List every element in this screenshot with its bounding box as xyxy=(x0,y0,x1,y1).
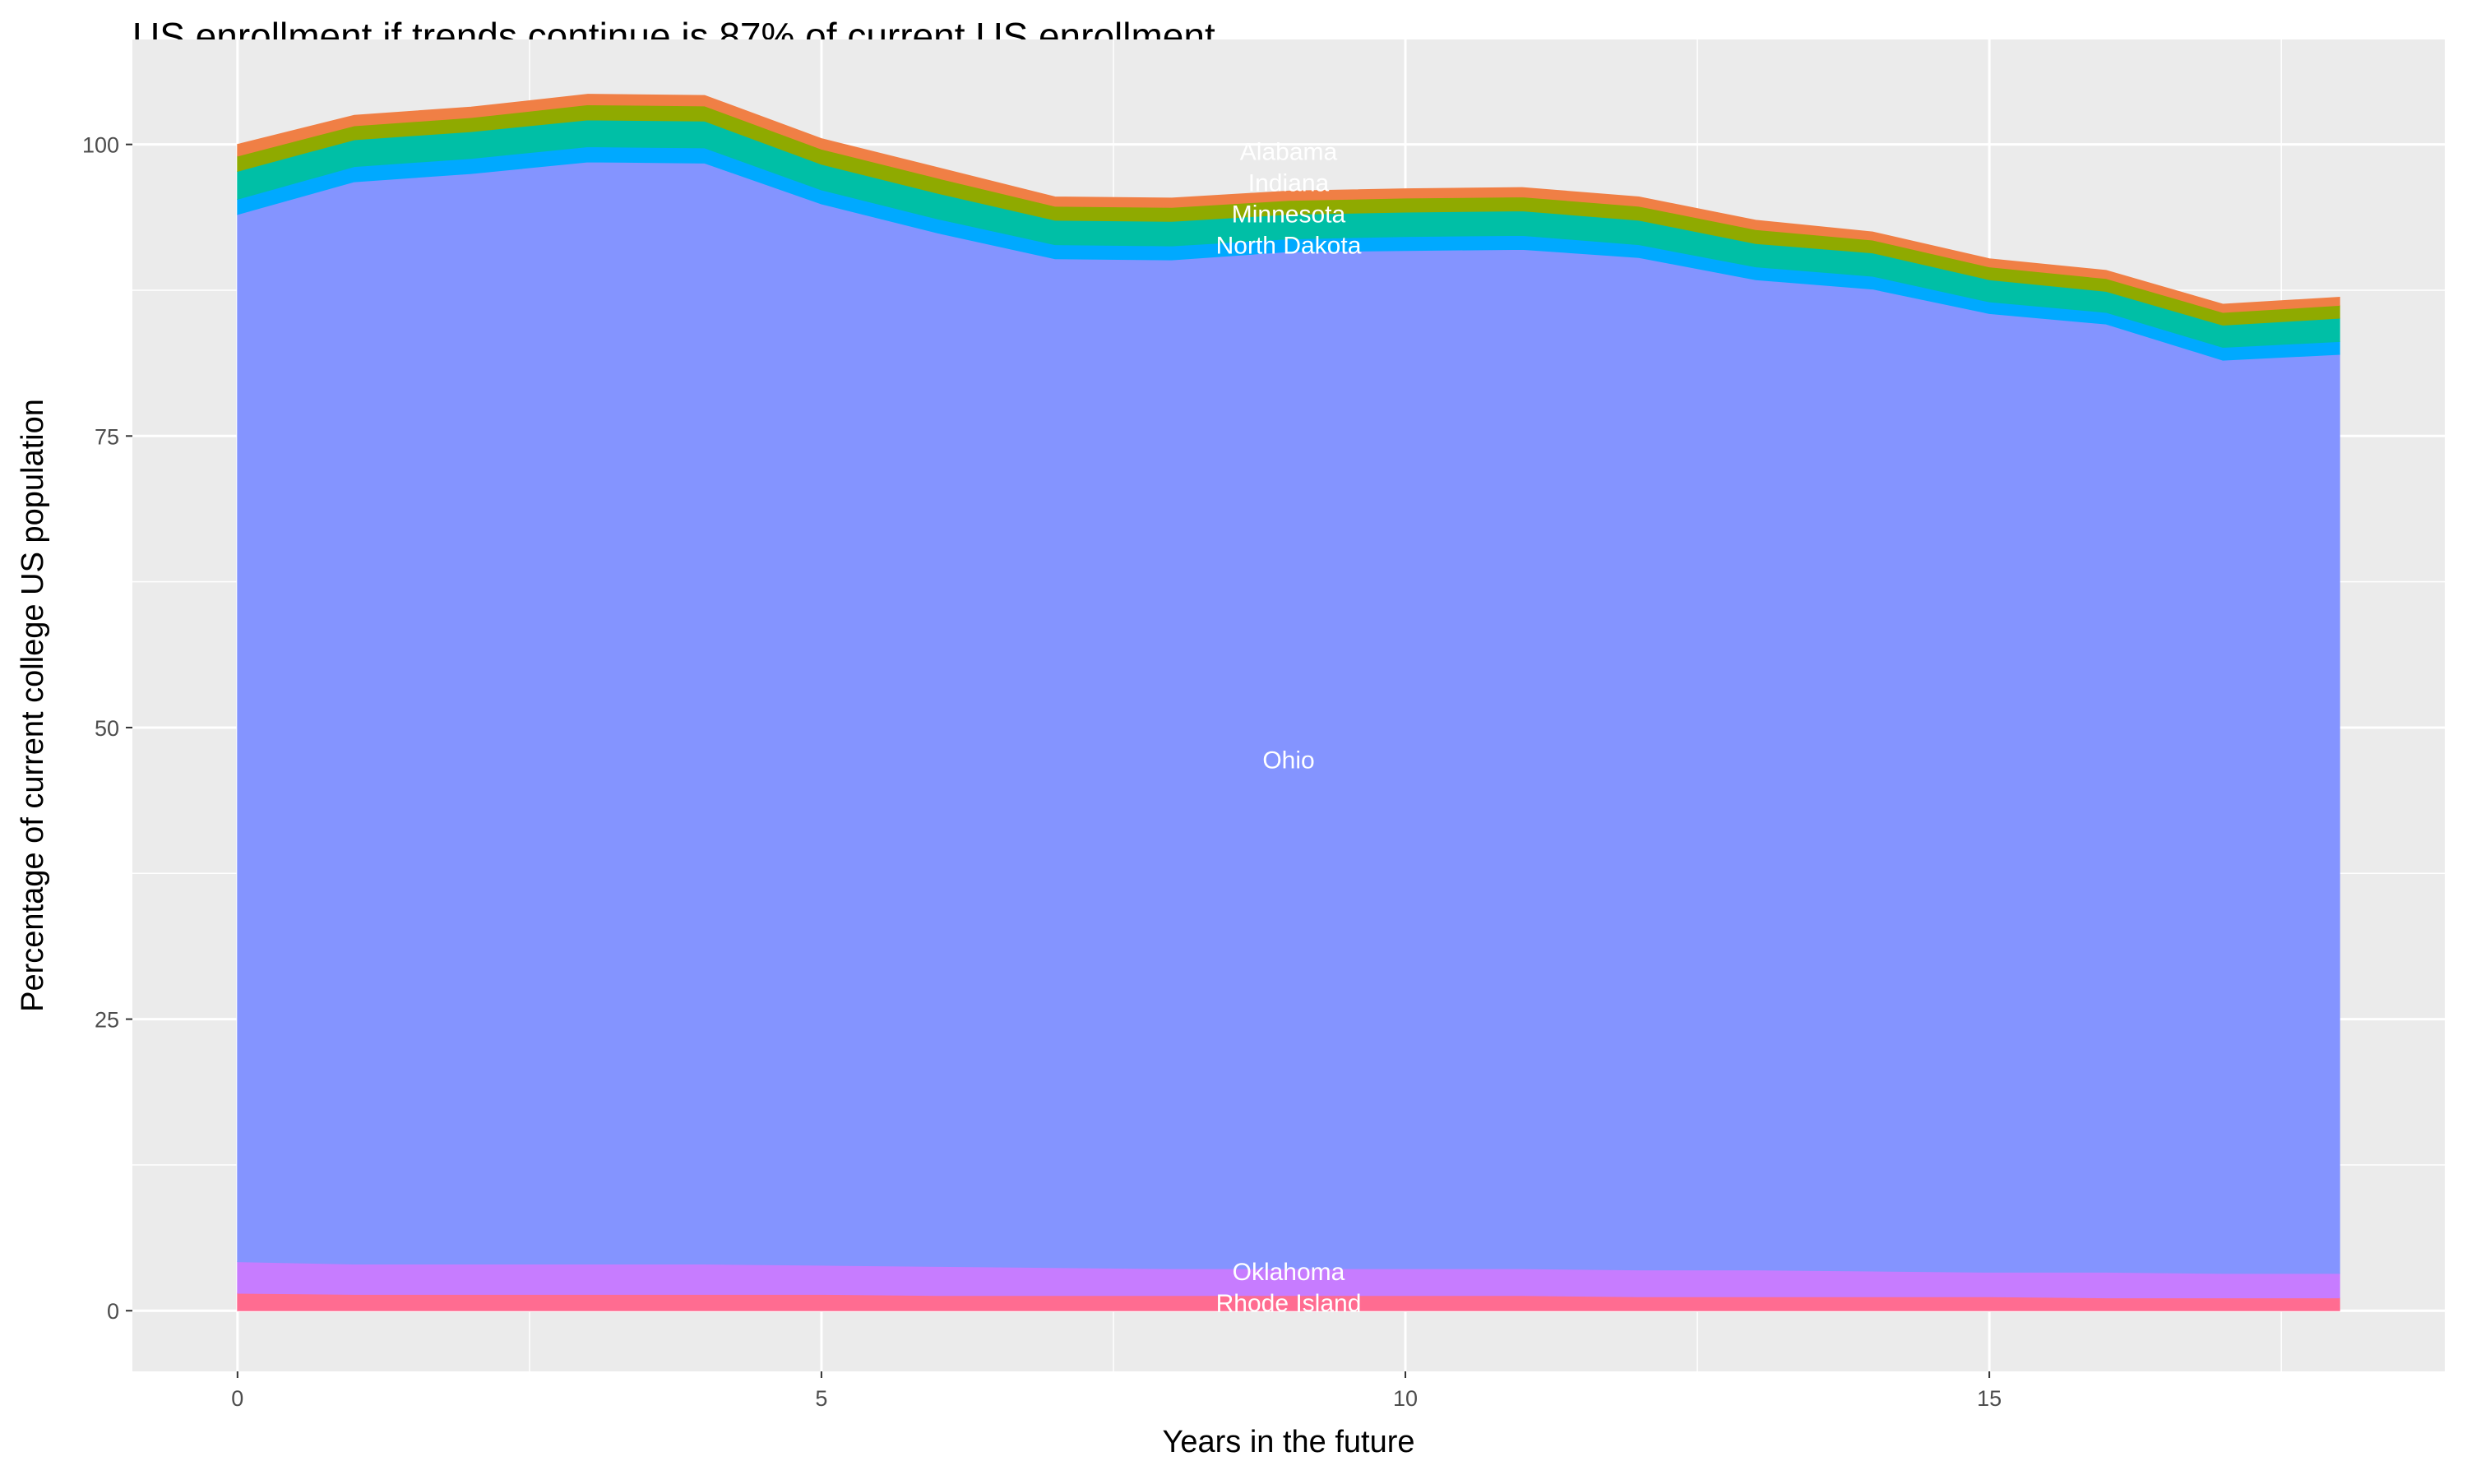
series-label-rhode-island: Rhode Island xyxy=(1216,1290,1362,1317)
series-label-ohio: Ohio xyxy=(1262,747,1314,774)
x-tick-label: 10 xyxy=(1393,1386,1418,1411)
y-tick-label: 0 xyxy=(107,1299,119,1324)
axes: 0 5 10 15 0 25 50 75 100 xyxy=(82,133,2002,1411)
y-tick-label: 100 xyxy=(82,133,119,158)
x-axis-title: Years in the future xyxy=(1162,1425,1414,1459)
series-label-indiana: Indiana xyxy=(1248,169,1330,196)
y-tick-label: 25 xyxy=(95,1008,119,1033)
series-label-minnesota: Minnesota xyxy=(1232,201,1346,228)
y-axis-title: Percentage of current college US populat… xyxy=(16,399,50,1012)
area-alabama xyxy=(237,94,2340,313)
x-tick-label: 5 xyxy=(815,1386,827,1411)
x-tick-label: 0 xyxy=(231,1386,243,1411)
x-tick-label: 15 xyxy=(1977,1386,2002,1411)
series-label-oklahoma: Oklahoma xyxy=(1233,1259,1345,1286)
y-tick-label: 75 xyxy=(95,424,119,449)
series-label-north-dakota: North Dakota xyxy=(1216,232,1362,259)
area-layers xyxy=(237,94,2340,1311)
y-tick-label: 50 xyxy=(95,716,119,741)
area-ohio xyxy=(237,161,2340,1274)
series-label-alabama: Alabama xyxy=(1240,138,1338,165)
series-labels: Rhode Island Oklahoma Ohio North Dakota Minn… xyxy=(1216,138,1362,1317)
